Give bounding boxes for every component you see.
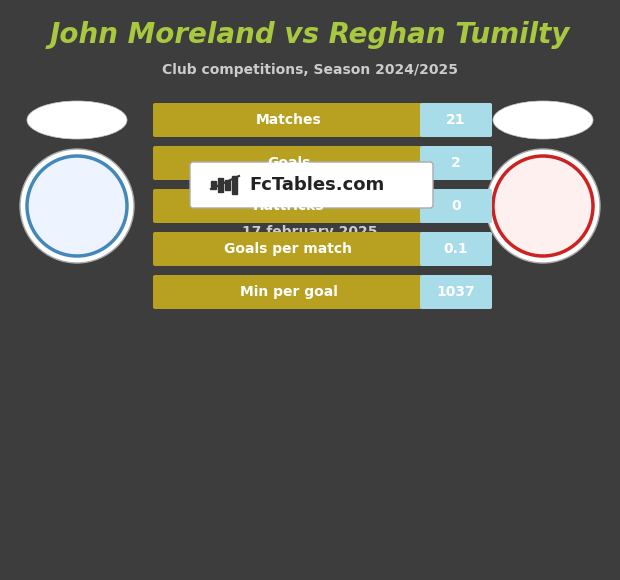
FancyBboxPatch shape: [420, 232, 492, 266]
Text: Goals: Goals: [267, 156, 310, 170]
Text: 1037: 1037: [436, 285, 476, 299]
Text: 17 february 2025: 17 february 2025: [242, 225, 378, 239]
Text: Goals per match: Goals per match: [224, 242, 353, 256]
Bar: [211, 181, 216, 189]
Text: Hattricks: Hattricks: [253, 199, 324, 213]
Text: FcTables.com: FcTables.com: [249, 176, 384, 194]
Circle shape: [20, 149, 134, 263]
FancyBboxPatch shape: [420, 103, 492, 137]
Text: Min per goal: Min per goal: [239, 285, 337, 299]
FancyBboxPatch shape: [420, 275, 492, 309]
Circle shape: [27, 156, 127, 256]
Text: John Moreland vs Reghan Tumilty: John Moreland vs Reghan Tumilty: [50, 21, 570, 49]
Text: Matches: Matches: [255, 113, 321, 127]
Circle shape: [493, 156, 593, 256]
Bar: [218, 178, 223, 192]
Text: Club competitions, Season 2024/2025: Club competitions, Season 2024/2025: [162, 63, 458, 77]
FancyBboxPatch shape: [153, 146, 492, 180]
FancyBboxPatch shape: [153, 103, 492, 137]
FancyBboxPatch shape: [420, 146, 492, 180]
FancyBboxPatch shape: [190, 162, 433, 208]
Ellipse shape: [27, 101, 127, 139]
Ellipse shape: [493, 101, 593, 139]
FancyBboxPatch shape: [420, 189, 492, 223]
FancyBboxPatch shape: [153, 232, 492, 266]
Text: 21: 21: [446, 113, 466, 127]
Bar: [232, 176, 237, 194]
Bar: [225, 180, 230, 190]
Text: 0.1: 0.1: [444, 242, 468, 256]
FancyBboxPatch shape: [153, 275, 492, 309]
Text: 0: 0: [451, 199, 461, 213]
Circle shape: [486, 149, 600, 263]
Text: 2: 2: [451, 156, 461, 170]
FancyBboxPatch shape: [153, 189, 492, 223]
